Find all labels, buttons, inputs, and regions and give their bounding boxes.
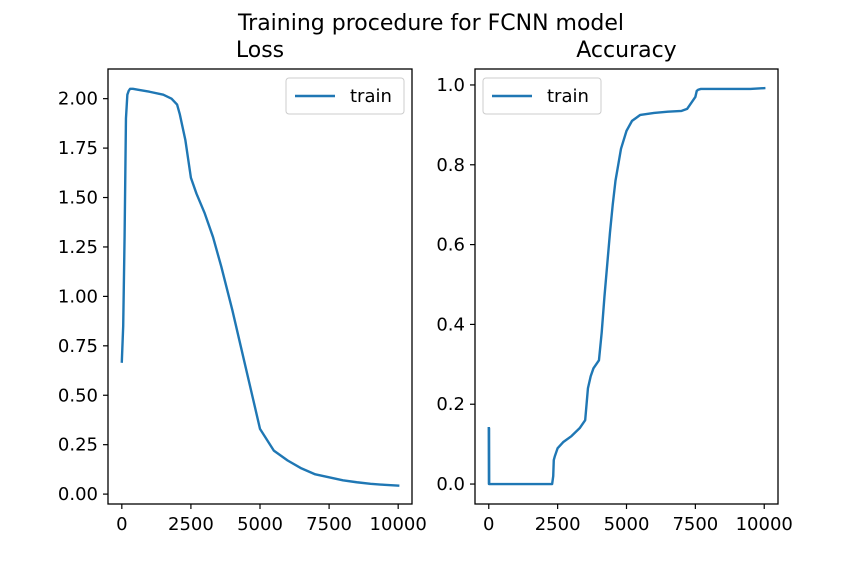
- accuracy-legend: train: [482, 77, 602, 115]
- accuracy-x-tick-label: 5000: [604, 514, 650, 535]
- loss-legend-box: [285, 77, 405, 115]
- accuracy-y-tick-label: 0.6: [436, 235, 465, 256]
- accuracy-x-tick-label: 10000: [736, 514, 793, 535]
- loss-y-tick-label: 1.75: [58, 138, 98, 159]
- accuracy-subplot: 0 2500 5000 7500 10000 0.0 0.2 0.4 0.6 0.8 1.0 Accu…: [436, 38, 793, 535]
- loss-axes-frame: [107, 68, 413, 505]
- accuracy-y-tick-label: 0.0: [436, 474, 465, 495]
- accuracy-subplot-title: Accuracy: [576, 38, 676, 63]
- loss-legend: train: [285, 77, 405, 115]
- loss-x-tick-label: 2500: [168, 514, 214, 535]
- accuracy-y-tick-label: 0.4: [436, 314, 465, 335]
- accuracy-series-line-train: [487, 86, 766, 486]
- loss-y-tick-label: 0.50: [58, 385, 98, 406]
- accuracy-y-tick-label: 1.0: [436, 75, 465, 96]
- loss-y-tick-label: 0.25: [58, 435, 98, 456]
- accuracy-legend-box: [482, 77, 602, 115]
- accuracy-legend-label: train: [547, 86, 589, 107]
- figure-suptitle: Training procedure for FCNN model: [237, 11, 624, 36]
- accuracy-x-tick-label: 7500: [672, 514, 718, 535]
- loss-x-tick-label: 10000: [370, 514, 427, 535]
- loss-y-tick-label: 1.50: [58, 188, 98, 209]
- loss-x-tick-label: 0: [116, 514, 127, 535]
- accuracy-y-tick-label: 0.2: [436, 394, 465, 415]
- loss-series-line-train: [120, 87, 400, 487]
- loss-subplot-title: Loss: [236, 38, 284, 63]
- loss-y-tick-label: 1.00: [58, 286, 98, 307]
- loss-legend-label: train: [350, 86, 392, 107]
- loss-y-tick-label: 0.75: [58, 336, 98, 357]
- loss-y-tick-label: 0.00: [58, 484, 98, 505]
- loss-x-tick-label: 5000: [237, 514, 283, 535]
- loss-y-tick-label: 2.00: [58, 89, 98, 110]
- accuracy-x-tick-label: 0: [483, 514, 494, 535]
- loss-y-tick-label: 1.25: [58, 237, 98, 258]
- accuracy-y-tick-label: 0.8: [436, 155, 465, 176]
- loss-subplot: 0 2500 5000 7500 10000 0.00 0.25 0.50 0.75 1.00 1.…: [58, 38, 427, 535]
- loss-x-tick-label: 7500: [306, 514, 352, 535]
- accuracy-x-tick-label: 2500: [535, 514, 581, 535]
